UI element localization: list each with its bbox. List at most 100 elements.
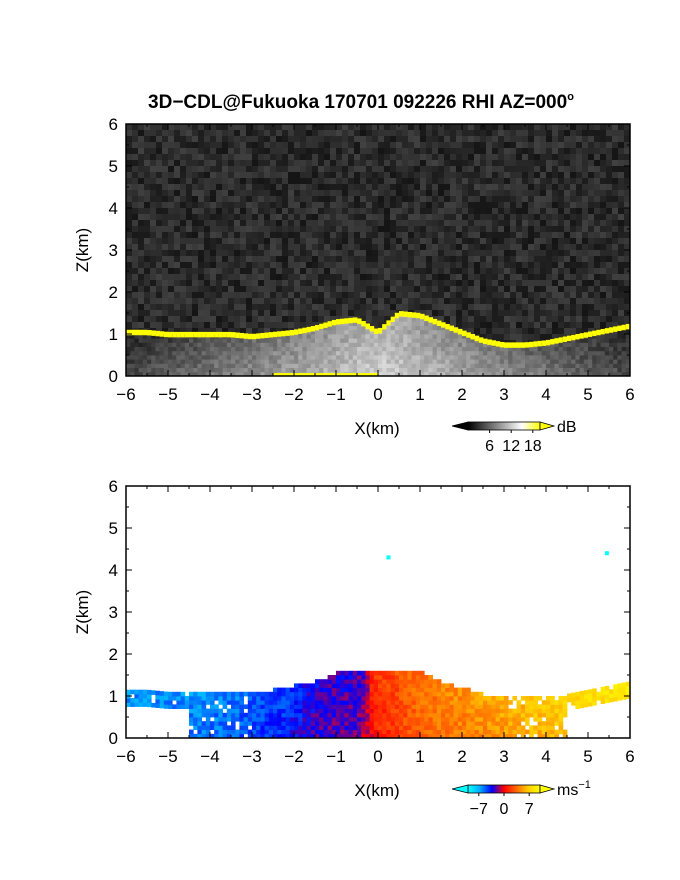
noise-cell [312,214,318,220]
strong-echo-cell [340,318,345,325]
noise-cell [600,280,606,286]
noise-cell [288,202,294,208]
strong-echo-cell [310,373,316,376]
echo-cell [558,346,564,352]
noise-cell [252,160,258,166]
noise-cell [438,316,444,322]
echo-cell [373,350,379,356]
noise-cell [438,280,444,286]
strong-echo-cell [348,317,354,324]
echo-cell [378,363,383,368]
noise-cell [288,238,294,244]
noise-cell [516,190,522,196]
noise-cell [342,208,348,214]
echo-cell [310,363,316,368]
noise-cell [624,244,630,250]
noise-cell [606,292,612,298]
strong-echo-cell [365,373,370,376]
noise-cell [282,160,288,166]
noise-cell [390,166,396,172]
echo-cell [394,317,400,322]
noise-cell [612,298,618,304]
noise-cell [480,304,486,310]
noise-cell [204,292,210,298]
echo-cell [138,363,144,368]
noise-cell [210,178,216,184]
noise-cell [534,256,540,262]
echo-cell [583,338,589,343]
noise-cell [234,124,240,130]
echo-cell [348,346,354,352]
noise-cell [252,196,258,202]
noise-cell [156,142,162,148]
echo-cell [613,350,618,356]
echo-cell [172,338,177,343]
noise-cell [126,280,132,286]
noise-cell [156,316,162,322]
echo-cell [256,350,261,356]
noise-cell [552,262,558,268]
noise-cell [468,184,474,190]
noise-cell [186,226,192,232]
noise-cell [222,184,228,190]
noise-cell [186,208,192,214]
noise-cell [306,316,312,322]
echo-cell [247,367,253,373]
noise-cell [564,292,570,298]
noise-cell [402,220,408,226]
noise-cell [354,244,360,250]
noise-cell [168,244,174,250]
noise-cell [594,322,600,328]
noise-cell [348,154,354,160]
noise-cell [450,208,456,214]
noise-cell [540,238,546,244]
echo-cell [252,338,257,343]
noise-cell [480,322,486,328]
noise-cell [588,166,594,172]
echo-cell [546,363,551,368]
noise-cell [258,148,264,154]
noise-cell [126,232,132,238]
noise-cell [444,274,450,280]
noise-cell [498,166,504,172]
noise-cell [270,214,276,220]
noise-cell [312,160,318,166]
noise-cell [156,208,162,214]
noise-cell [540,160,546,166]
noise-cell [150,124,156,130]
noise-cell [264,298,270,304]
strong-echo-cell [546,339,551,346]
noise-cell [438,268,444,274]
echo-cell [344,363,349,368]
x-tick-label: 3 [499,385,508,404]
noise-cell [462,124,468,130]
echo-cell [613,334,618,339]
noise-cell [240,142,246,148]
noise-cell [498,238,504,244]
echo-cell [445,338,450,343]
noise-cell [582,286,588,292]
noise-cell [132,280,138,286]
echo-cell [340,363,345,368]
noise-cell [570,280,576,286]
echo-cell [134,359,139,364]
echo-cell [302,346,307,352]
noise-cell [156,268,162,274]
noise-cell [336,298,342,304]
noise-cell [222,232,228,238]
noise-cell [294,196,300,202]
noise-cell [540,250,546,256]
noise-cell [486,136,492,142]
echo-cell [466,338,471,343]
noise-cell [438,226,444,232]
echo-cell [361,346,366,352]
echo-cell [457,334,463,339]
strong-echo-cell [365,323,370,329]
echo-cell [424,355,429,360]
noise-cell [270,298,276,304]
noise-cell [144,178,150,184]
noise-cell [288,160,294,166]
noise-cell [576,322,582,328]
noise-cell [276,178,282,184]
